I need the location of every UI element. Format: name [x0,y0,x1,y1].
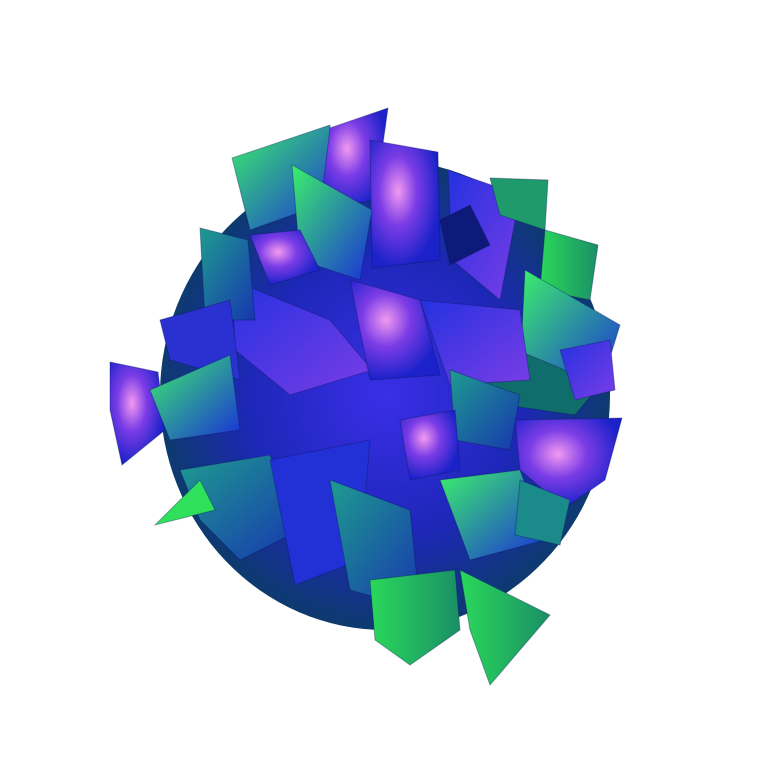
shard [369,569,461,666]
shard-group [109,107,623,686]
shard [439,204,491,266]
shard [249,229,321,286]
shard [291,164,373,281]
shard [153,479,216,526]
shard [109,361,166,466]
shard [514,417,623,509]
shard [559,339,616,401]
shard [149,354,241,441]
shard [419,299,531,386]
shard [349,279,441,381]
shard [199,227,256,321]
shard [459,569,551,686]
shard [369,139,441,269]
shard [514,479,571,546]
shard [539,229,599,301]
shard [399,409,461,481]
